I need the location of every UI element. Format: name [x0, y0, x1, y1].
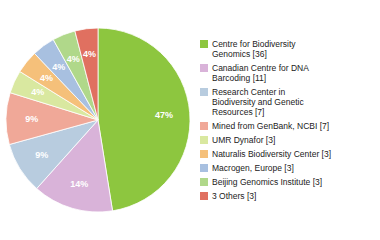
data-label: 4% [83, 49, 96, 59]
legend-swatch [200, 192, 208, 200]
data-label: 9% [25, 114, 38, 124]
legend-label: Canadian Centre for DNABarcoding [11] [212, 63, 309, 83]
legend-label: UMR Dynafor [3] [212, 135, 275, 145]
data-label: 47% [155, 110, 173, 120]
legend-swatch [200, 122, 208, 130]
legend-swatch [200, 150, 208, 158]
pie-slice [75, 28, 98, 120]
data-label: 4% [40, 73, 53, 83]
legend-swatch [200, 88, 208, 96]
legend-swatch [200, 40, 208, 48]
chart: 47%14%9%9%4%4%4%4%4%Centre for Biodivers… [0, 0, 380, 240]
legend-swatch [200, 178, 208, 186]
data-label: 4% [52, 62, 65, 72]
legend-label: 3 Others [3] [212, 191, 256, 201]
legend-label: Centre for BiodiversityGenomics [36] [212, 39, 296, 59]
legend: Centre for BiodiversityGenomics [36] Cana… [200, 39, 331, 201]
data-label: 4% [31, 87, 44, 97]
data-label: 14% [70, 179, 88, 189]
data-labels: 47%14%9%9%4%4%4%4%4% [25, 49, 173, 188]
legend-swatch [200, 64, 208, 72]
pie-slice [98, 28, 190, 211]
legend-label: Macrogen, Europe [3] [212, 163, 294, 173]
data-label: 9% [35, 150, 48, 160]
legend-label: Mined from GenBank, NCBI [7] [212, 121, 329, 131]
legend-swatch [200, 136, 208, 144]
legend-label: Research Center inBiodiversity and Genet… [212, 87, 304, 117]
legend-label: Naturalis Biodiversity Center [3] [212, 149, 331, 159]
legend-swatch [200, 164, 208, 172]
pie [6, 28, 190, 212]
data-label: 4% [67, 54, 80, 64]
legend-label: Beijing Genomics Institute [3] [212, 177, 322, 187]
